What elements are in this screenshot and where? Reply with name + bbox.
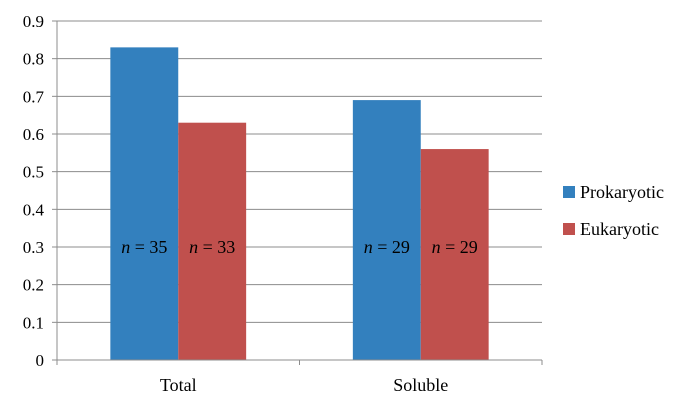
bar-prokaryotic-soluble — [352, 100, 421, 360]
bar-count-label: n = 29 — [432, 237, 478, 257]
y-tick-label: 0.6 — [23, 125, 44, 144]
x-category-label: Total — [160, 375, 197, 393]
y-tick-label: 0.7 — [23, 87, 45, 106]
y-tick-label: 0.1 — [23, 313, 44, 332]
bar-count-label: n = 29 — [364, 237, 410, 257]
bar-count-label: n = 33 — [189, 237, 235, 257]
y-tick-labels: 0 0.1 0.2 0.3 0.4 0.5 0.6 0.7 0.8 0.9 — [23, 12, 45, 370]
axes — [52, 20, 543, 365]
legend-swatch-eukaryotic — [563, 223, 575, 235]
bars — [110, 47, 489, 360]
legend-swatch-prokaryotic — [563, 186, 575, 198]
y-tick-label: 0.9 — [23, 12, 44, 31]
y-tick-label: 0.4 — [23, 200, 45, 219]
legend: Prokaryotic Eukaryotic — [563, 182, 664, 239]
x-category-labels: Total Soluble — [160, 375, 448, 393]
x-category-label: Soluble — [393, 375, 448, 393]
y-tick-label: 0.3 — [23, 238, 44, 257]
bar-prokaryotic-total — [110, 47, 179, 360]
y-tick-label: 0 — [36, 351, 45, 370]
legend-label-eukaryotic: Eukaryotic — [580, 219, 659, 239]
y-tick-label: 0.2 — [23, 276, 44, 295]
y-tick-label: 0.5 — [23, 163, 44, 182]
bar-count-label: n = 35 — [121, 237, 167, 257]
bar-count-labels: n = 35 n = 33 n = 29 n = 29 — [121, 237, 478, 257]
legend-label-prokaryotic: Prokaryotic — [580, 182, 664, 202]
bar-eukaryotic-soluble — [420, 149, 489, 360]
bar-eukaryotic-total — [178, 122, 247, 360]
y-tick-label: 0.8 — [23, 50, 44, 69]
